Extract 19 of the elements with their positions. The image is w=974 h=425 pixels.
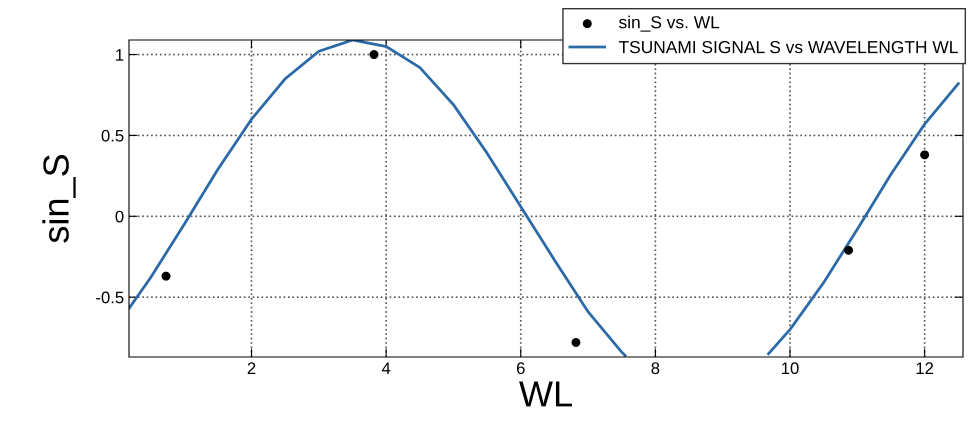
point — [920, 150, 930, 160]
y-tick-label: 0 — [116, 210, 124, 222]
point — [571, 338, 580, 347]
x-tick-label: 6 — [516, 362, 525, 374]
x-tick-label: 8 — [651, 362, 660, 374]
x-tick-label: 2 — [248, 362, 256, 374]
y-tick-label: 0.5 — [102, 130, 124, 142]
y-tick-label: -0.5 — [96, 292, 124, 304]
x-axis-title: WL — [519, 382, 572, 406]
x-tick-label: 10 — [782, 362, 799, 374]
legend-label: sin_S vs. WL — [618, 16, 720, 32]
x-tick-label: 12 — [916, 362, 934, 374]
point — [370, 50, 379, 60]
point — [844, 246, 854, 255]
x-tick-label: 4 — [382, 362, 390, 374]
y-axis-title: sin_S — [42, 154, 76, 243]
y-tick-label: 1 — [116, 49, 124, 61]
point — [162, 272, 171, 281]
legend-label: TSUNAMI SIGNAL S vs WAVELENGTH WL — [618, 40, 958, 54]
